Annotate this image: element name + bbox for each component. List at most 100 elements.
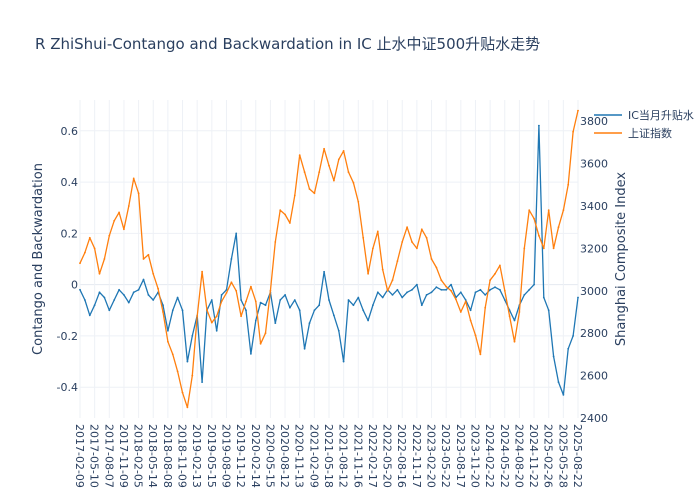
data-point-1 (313, 192, 316, 195)
data-point-0 (435, 286, 438, 289)
data-point-1 (269, 289, 272, 292)
y-right-tick-label: 2600 (580, 370, 608, 383)
data-point-1 (308, 188, 311, 190)
data-point-0 (274, 322, 277, 324)
data-point-1 (84, 251, 86, 254)
data-point-0 (235, 232, 238, 235)
x-tick-label: 2018-08-08 (161, 424, 174, 488)
data-point-0 (547, 309, 550, 312)
data-point-1 (88, 236, 91, 239)
x-tick-label: 2018-11-09 (176, 424, 189, 488)
data-point-1 (528, 209, 531, 212)
data-point-0 (313, 309, 316, 312)
legend-item-0[interactable]: IC当月升贴水 (594, 108, 694, 122)
data-point-1 (191, 374, 194, 377)
data-point-1 (552, 247, 555, 250)
data-point-0 (220, 294, 223, 296)
data-point-0 (489, 288, 491, 291)
data-point-1 (372, 247, 374, 250)
data-point-0 (298, 309, 301, 312)
data-point-0 (79, 288, 81, 291)
data-point-1 (376, 230, 379, 233)
y-right-tick-label: 3400 (580, 200, 608, 213)
data-point-0 (469, 309, 472, 312)
y-right-tick-label: 3000 (580, 285, 608, 298)
x-tick-label: 2024-05-22 (498, 424, 511, 488)
legend-item-1[interactable]: 上证指数 (594, 126, 672, 140)
data-point-1 (235, 289, 238, 292)
data-point-1 (123, 228, 125, 231)
data-point-1 (494, 272, 496, 275)
data-point-0 (381, 296, 384, 299)
data-point-1 (518, 311, 521, 313)
data-point-1 (230, 281, 233, 284)
data-point-1 (547, 209, 550, 212)
data-point-1 (513, 340, 516, 343)
data-point-0 (372, 304, 374, 307)
data-point-0 (215, 329, 218, 332)
data-point-0 (167, 329, 169, 332)
x-tick-label: 2019-05-15 (205, 424, 218, 488)
data-point-1 (567, 183, 570, 186)
series-layer (79, 109, 579, 409)
data-point-0 (162, 304, 164, 307)
data-point-1 (420, 228, 423, 231)
x-tick-label: 2017-05-10 (88, 424, 101, 488)
data-point-1 (147, 253, 150, 256)
data-point-1 (425, 236, 428, 239)
data-point-1 (459, 311, 462, 313)
x-tick-label: 2017-08-07 (102, 424, 115, 488)
data-point-1 (450, 289, 452, 292)
data-point-0 (147, 294, 150, 296)
data-point-0 (396, 288, 399, 291)
data-point-0 (406, 291, 408, 294)
data-point-1 (152, 272, 155, 275)
data-point-0 (528, 288, 531, 291)
data-point-1 (533, 217, 535, 220)
x-tick-label: 2025-08-22 (571, 424, 584, 488)
y-right-tick-label: 2800 (580, 327, 608, 340)
y-left-tick-label: 0.4 (61, 176, 79, 189)
data-point-0 (108, 309, 111, 312)
data-point-1 (113, 219, 116, 222)
data-point-0 (572, 335, 574, 337)
data-point-0 (420, 304, 423, 307)
data-point-0 (176, 296, 179, 299)
data-point-1 (430, 258, 433, 260)
x-tick-label: 2025-02-26 (542, 424, 555, 488)
data-point-1 (250, 285, 252, 288)
data-point-0 (127, 301, 130, 304)
data-point-1 (333, 179, 335, 182)
data-point-1 (347, 171, 350, 174)
data-point-0 (245, 309, 247, 312)
data-point-0 (484, 294, 487, 296)
data-point-0 (113, 299, 116, 301)
data-point-0 (552, 355, 555, 358)
data-point-0 (562, 394, 565, 396)
data-point-0 (225, 288, 228, 291)
data-point-1 (352, 181, 355, 184)
data-point-1 (562, 209, 565, 212)
data-point-0 (440, 288, 443, 291)
x-tick-label: 2023-05-22 (439, 424, 452, 488)
data-point-1 (445, 285, 448, 288)
data-point-1 (391, 279, 394, 282)
data-point-1 (210, 321, 213, 324)
data-point-1 (225, 292, 228, 294)
data-point-1 (303, 171, 306, 174)
data-point-0 (171, 309, 174, 312)
data-point-1 (103, 258, 106, 260)
x-tick-label: 2025-05-28 (556, 424, 569, 488)
data-point-0 (289, 306, 291, 309)
data-point-1 (455, 298, 457, 301)
data-point-1 (469, 319, 472, 322)
chart-title: R ZhiShui-Contango and Backwardation in … (35, 35, 541, 53)
data-point-1 (196, 315, 199, 318)
data-point-0 (254, 319, 257, 322)
data-point-0 (230, 258, 233, 260)
data-point-1 (381, 268, 384, 271)
data-point-0 (186, 360, 189, 363)
x-tick-label: 2020-02-14 (249, 424, 262, 488)
